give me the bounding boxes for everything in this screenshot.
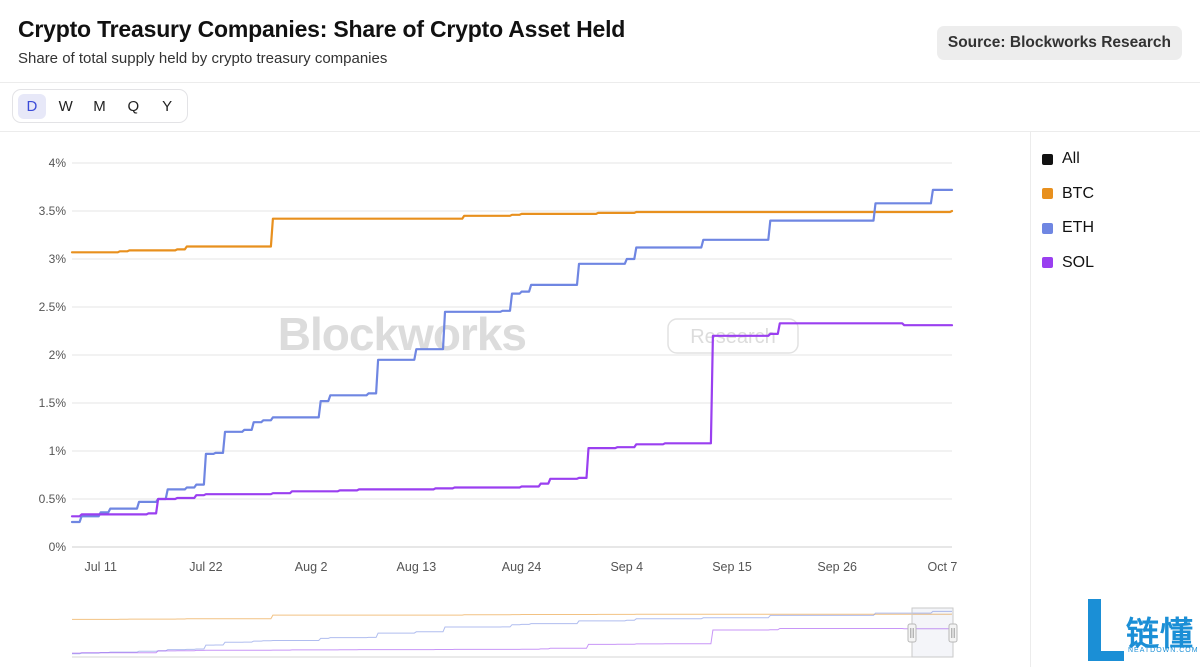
navigator-handle-right[interactable] (948, 623, 958, 643)
x-tick-label: Sep 4 (610, 560, 643, 574)
navigator-handle-left[interactable] (907, 623, 917, 643)
legend-label-btc: BTC (1062, 184, 1094, 202)
y-tick-label: 4% (49, 156, 67, 170)
chart-frame (0, 131, 1200, 668)
watermark-tag: Research (690, 326, 776, 348)
timeframe-day-button[interactable]: D (18, 93, 46, 119)
y-tick-label: 0% (49, 540, 67, 554)
chart-legend: All BTC ETH SOL (1042, 142, 1094, 280)
chart-subtitle: Share of total supply held by crypto tre… (18, 50, 388, 67)
logo-mark-base (1088, 651, 1124, 661)
chart-header: Crypto Treasury Companies: Share of Cryp… (0, 0, 1200, 83)
source-badge: Source: Blockworks Research (936, 26, 1182, 60)
x-tick-label: Aug 13 (397, 560, 437, 574)
legend-swatch-sol (1042, 257, 1053, 269)
legend-item-all[interactable]: All (1042, 142, 1094, 177)
y-tick-label: 3% (49, 252, 67, 266)
y-tick-label: 1% (49, 444, 67, 458)
legend-swatch-all (1042, 153, 1053, 165)
timeframe-week-button[interactable]: W (58, 97, 73, 115)
legend-item-btc[interactable]: BTC (1042, 177, 1094, 212)
navigator-line-eth (72, 610, 952, 655)
legend-swatch-eth (1042, 222, 1053, 234)
series-line-eth[interactable] (70, 188, 954, 524)
navigator-selection[interactable] (911, 607, 954, 658)
legend-divider (1030, 131, 1031, 667)
neatdown-logo: 链懂 NEATDOWN.COM (1088, 597, 1198, 665)
timeframe-month-button[interactable]: M (93, 97, 106, 115)
x-tick-label: Jul 22 (189, 560, 222, 574)
timeframe-year-button[interactable]: Y (162, 97, 173, 115)
y-tick-label: 2.5% (39, 300, 67, 314)
watermark-brand: Blockworks (278, 308, 526, 360)
navigator-line-sol (72, 628, 952, 654)
y-tick-label: 2% (49, 348, 67, 362)
legend-label-eth: ETH (1062, 219, 1094, 237)
logo-mark (1088, 599, 1101, 661)
timeframe-selector: D W M Q Y (12, 89, 188, 123)
x-tick-label: Jul 11 (84, 560, 116, 574)
legend-item-sol[interactable]: SOL (1042, 246, 1094, 281)
x-tick-label: Oct 7 (927, 560, 957, 574)
series-line-sol[interactable] (70, 322, 954, 518)
series-line-btc[interactable] (70, 209, 954, 254)
legend-item-eth[interactable]: ETH (1042, 211, 1094, 246)
y-tick-label: 1.5% (39, 396, 67, 410)
x-tick-label: Sep 15 (712, 560, 752, 574)
navigator-line-btc (72, 613, 953, 620)
watermark-tag-box (667, 318, 799, 354)
logo-text-cn: 链懂 (1126, 615, 1194, 652)
x-tick-label: Aug 24 (502, 560, 542, 574)
timeframe-quarter-button[interactable]: Q (127, 97, 140, 115)
x-tick-label: Sep 26 (817, 560, 857, 574)
legend-swatch-btc (1042, 188, 1053, 200)
legend-label-sol: SOL (1062, 253, 1095, 271)
chart-title: Crypto Treasury Companies: Share of Cryp… (18, 16, 626, 42)
logo-text-en: NEATDOWN.COM (1128, 647, 1199, 654)
y-tick-label: 3.5% (39, 204, 67, 218)
legend-label-all: All (1062, 150, 1080, 168)
x-tick-label: Aug 2 (295, 560, 328, 574)
y-tick-label: 0.5% (39, 492, 67, 506)
